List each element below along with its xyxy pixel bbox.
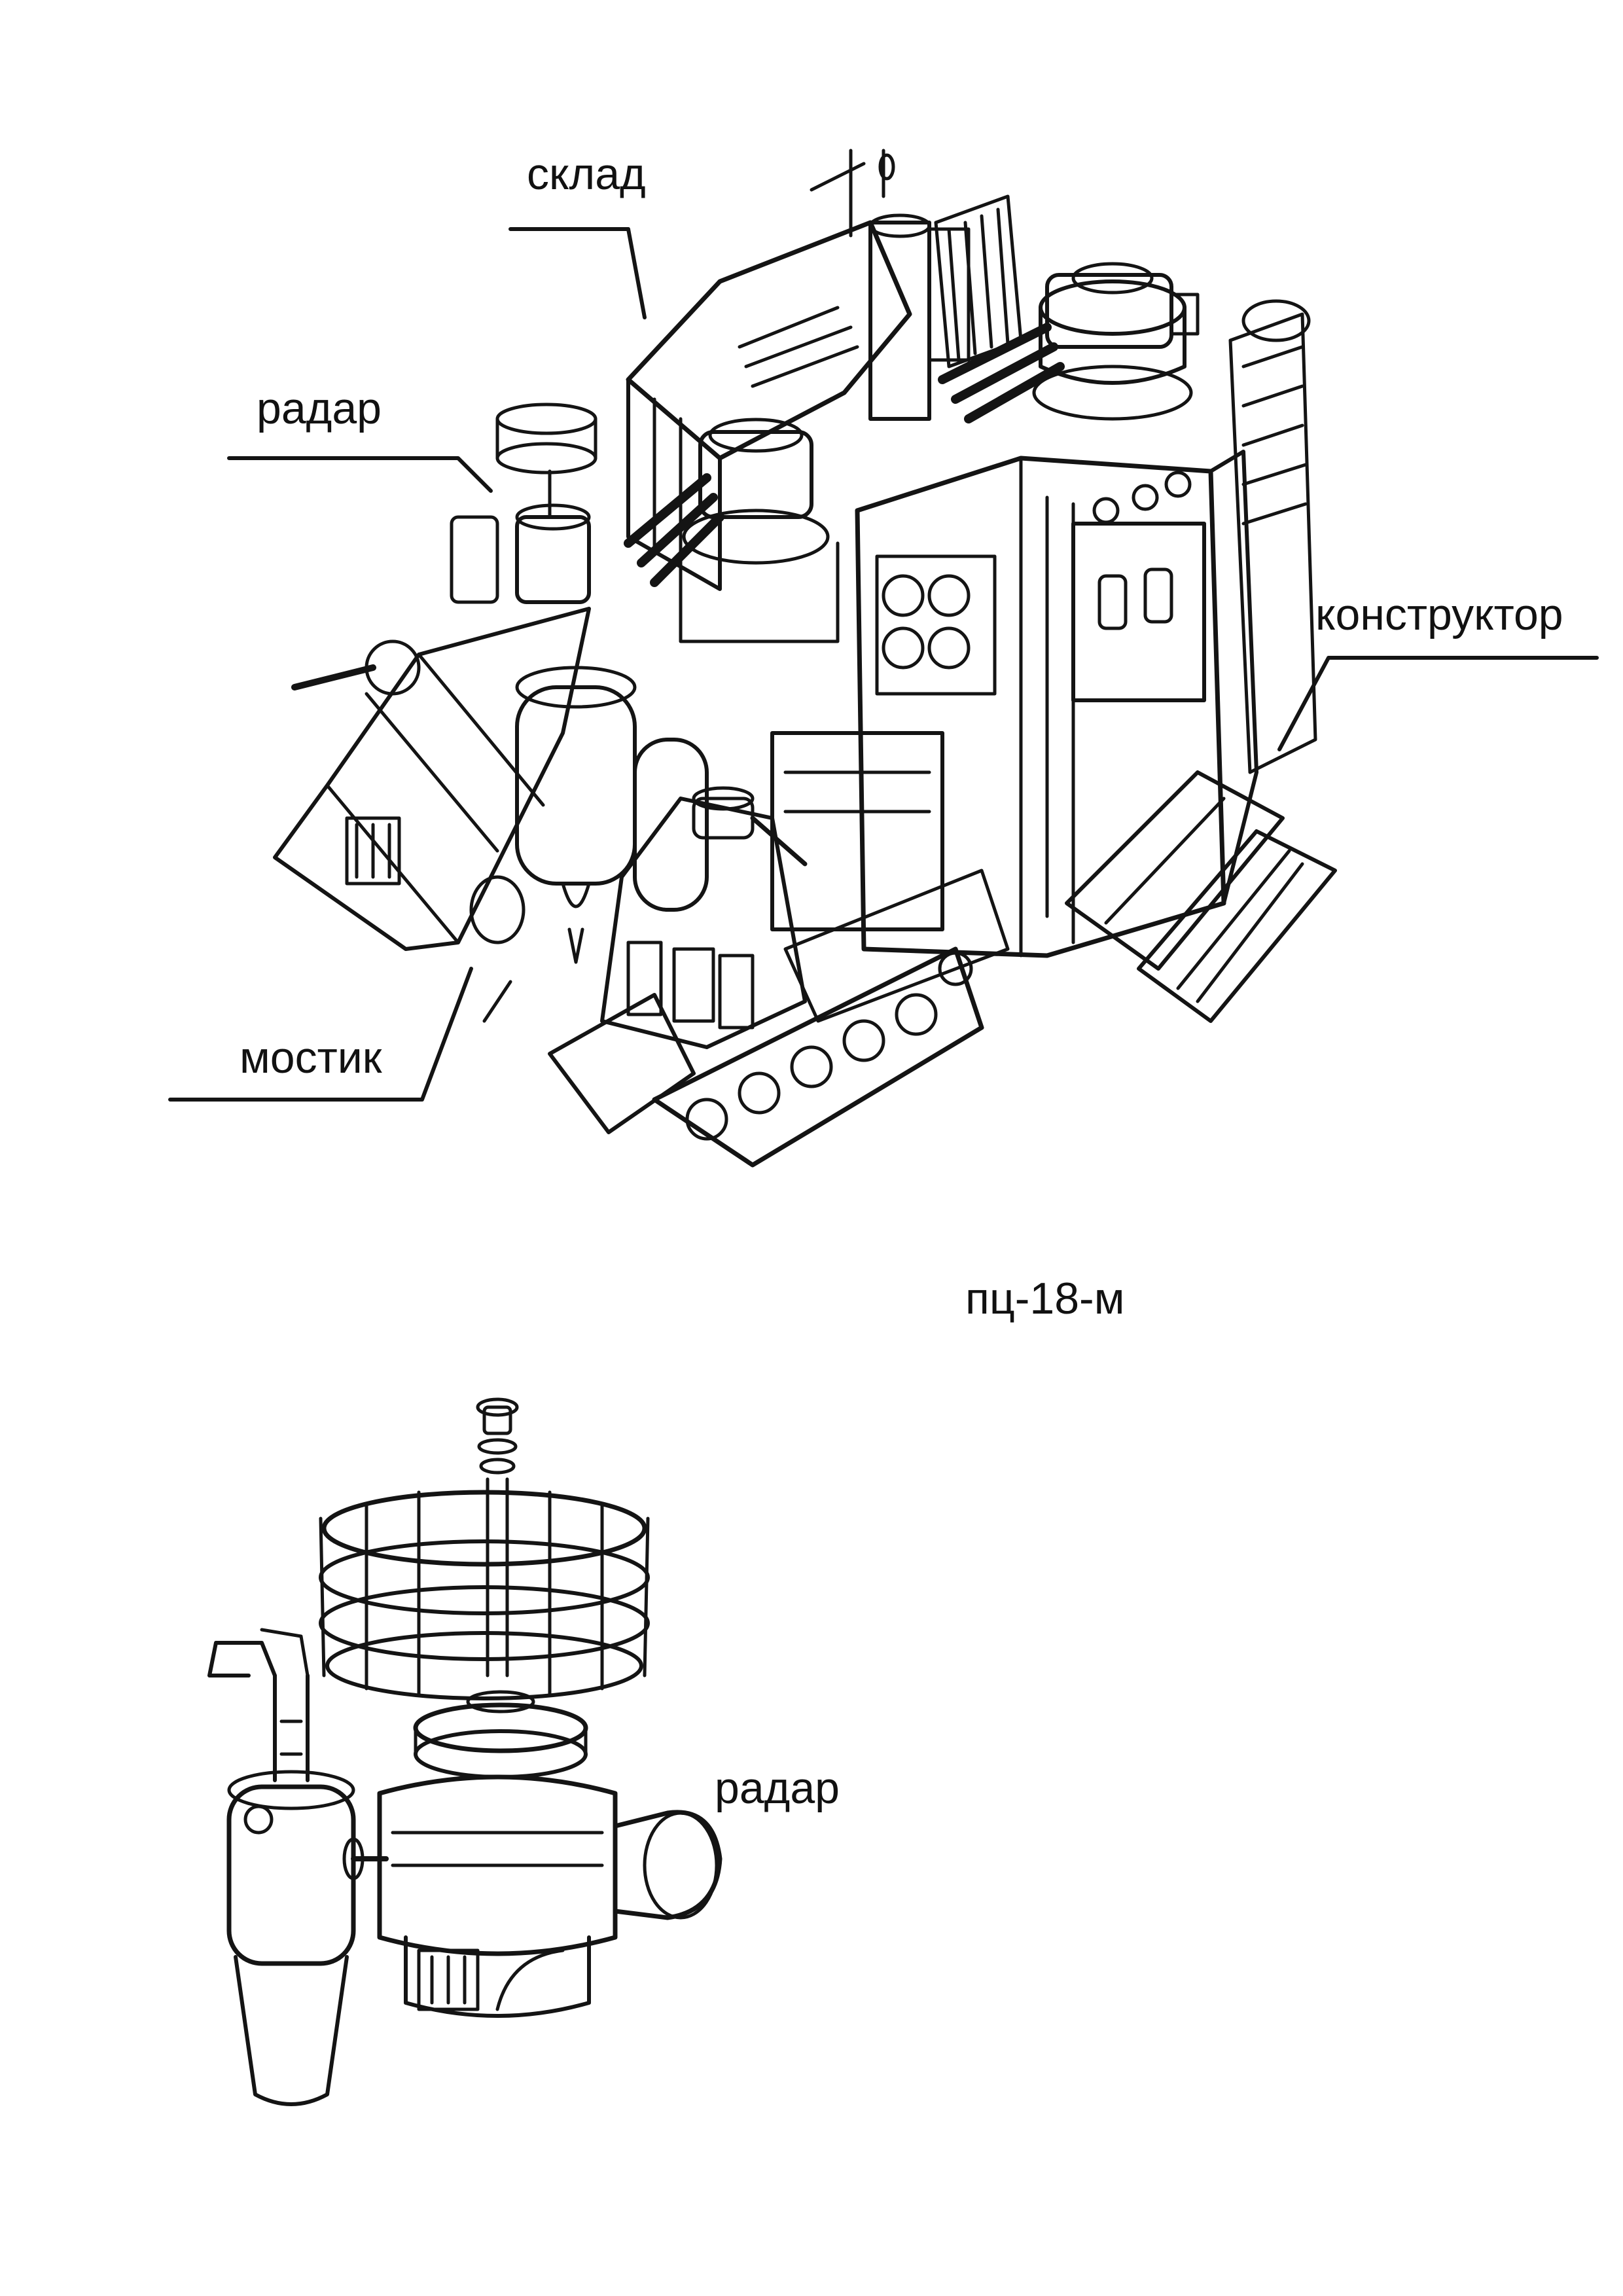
front-cab [600, 731, 944, 1049]
callout-lines [168, 227, 1599, 1102]
callout-line-radar-top [227, 456, 493, 493]
label-constructor: конструктор [1315, 590, 1563, 639]
central-hull [855, 456, 1226, 958]
label-model-name: пц-18-м [965, 1274, 1125, 1323]
ramp-panels [1065, 770, 1337, 1023]
rear-turret [938, 262, 1200, 423]
label-warehouse: склад [527, 149, 646, 199]
radar-gear [413, 1690, 588, 1779]
left-nose [273, 607, 591, 951]
vehicle-sketch [273, 149, 1337, 1168]
callout-line-sklad [508, 227, 647, 319]
radar-cap [476, 1397, 519, 1677]
label-bridge: мостик [240, 1033, 382, 1083]
tracks [548, 869, 1010, 1168]
vehicle-radar [450, 403, 597, 604]
radar-cage [319, 1490, 650, 1700]
bridge-pods [469, 666, 709, 1023]
radar-housing [377, 1774, 618, 2018]
radar-detail-sketch [207, 1397, 722, 2106]
radar-left-cylinder [207, 1628, 389, 2106]
label-radar-top: радар [257, 384, 382, 433]
label-radar-detail: радар [715, 1763, 840, 1813]
callout-line-mostik [168, 967, 473, 1102]
constructor-module [1071, 299, 1317, 944]
callout-line-konstruktor [1277, 656, 1599, 751]
front-turret [624, 418, 840, 643]
warehouse-block [626, 149, 1023, 591]
radar-side-tube [613, 1810, 722, 1920]
